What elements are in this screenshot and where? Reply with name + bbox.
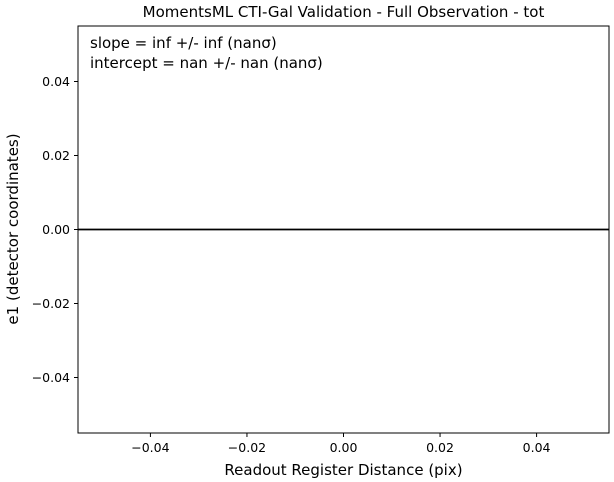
x-tick-label: 0.02 (426, 440, 454, 455)
x-axis-ticks: −0.04 −0.02 0.00 0.02 0.04 (131, 433, 551, 455)
x-tick-label: 0.04 (523, 440, 551, 455)
x-axis-label: Readout Register Distance (pix) (224, 461, 462, 479)
y-tick-label: 0.04 (42, 74, 70, 89)
chart-title: MomentsML CTI-Gal Validation - Full Obse… (143, 3, 545, 21)
y-tick-label: −0.04 (32, 370, 70, 385)
y-tick-label: 0.02 (42, 148, 70, 163)
y-axis-ticks: −0.04 −0.02 0.00 0.02 0.04 (32, 74, 78, 385)
y-axis-label: e1 (detector coordinates) (4, 133, 22, 324)
slope-annotation: slope = inf +/- inf (nanσ) (90, 34, 277, 52)
x-tick-label: −0.02 (228, 440, 266, 455)
y-tick-label: −0.02 (32, 296, 70, 311)
intercept-annotation: intercept = nan +/- nan (nanσ) (90, 54, 323, 72)
x-tick-label: 0.00 (330, 440, 358, 455)
y-tick-label: 0.00 (42, 222, 70, 237)
plot-area (77, 25, 610, 434)
x-tick-label: −0.04 (131, 440, 169, 455)
